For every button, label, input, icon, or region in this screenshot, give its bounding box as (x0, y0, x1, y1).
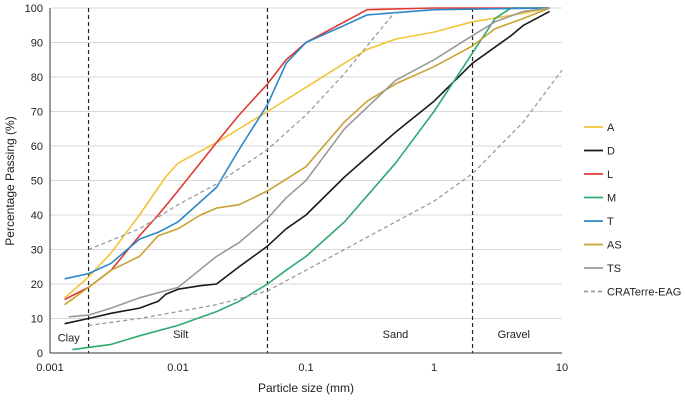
y-tick-label-60: 60 (31, 141, 43, 153)
size-class-boundaries (87, 8, 474, 353)
series-line-m (72, 7, 550, 351)
zone-label-gravel: Gravel (498, 329, 530, 341)
y-tick-labels: 0 10 20 30 40 50 60 70 80 90 100 (25, 3, 43, 360)
series-line-ts (68, 7, 550, 318)
y-tick-label-10: 10 (31, 314, 43, 326)
legend-label-t: T (607, 216, 614, 228)
legend-label-d: D (607, 146, 615, 158)
series-line-envelope-upper (88, 10, 397, 251)
x-tick-label-0.001: 0.001 (36, 362, 64, 374)
y-tick-label-50: 50 (31, 176, 43, 188)
legend-label-a: A (607, 122, 615, 134)
series-lines (64, 7, 563, 351)
y-axis-title: Percentage Passing (%) (3, 116, 17, 245)
y-tick-label-80: 80 (31, 72, 43, 84)
zone-label-silt: Silt (173, 329, 188, 341)
series-line-t (64, 7, 550, 280)
series-line-l (64, 7, 550, 301)
series-line-d (64, 10, 550, 325)
y-tick-label-40: 40 (31, 210, 43, 222)
zone-label-sand: Sand (383, 329, 409, 341)
series-line-a (64, 7, 550, 299)
legend-label-m: M (607, 193, 616, 205)
x-tick-labels: 0.001 0.01 0.1 1 10 (36, 362, 568, 374)
x-tick-label-1: 1 (431, 362, 437, 374)
y-tick-label-100: 100 (25, 3, 43, 15)
legend-label-l: L (607, 169, 613, 181)
axes (49, 8, 562, 354)
series-line-craterre-eag (88, 69, 563, 327)
size-class-labels: Clay Silt Sand Gravel (58, 329, 530, 344)
x-tick-label-10: 10 (556, 362, 568, 374)
legend-label-craterre-eag: CRATerre-EAG (607, 287, 681, 299)
y-tick-label-70: 70 (31, 107, 43, 119)
series-line-as (64, 7, 550, 306)
y-tick-label-20: 20 (31, 279, 43, 291)
y-tick-label-0: 0 (37, 348, 43, 360)
legend-label-ts: TS (607, 263, 621, 275)
zone-label-clay: Clay (58, 332, 81, 344)
y-tick-label-30: 30 (31, 245, 43, 257)
y-tick-label-90: 90 (31, 38, 43, 50)
legend-label-as: AS (607, 240, 622, 252)
x-tick-label-0.1: 0.1 (298, 362, 313, 374)
x-axis-title: Particle size (mm) (258, 381, 354, 395)
x-tick-label-0.01: 0.01 (167, 362, 188, 374)
